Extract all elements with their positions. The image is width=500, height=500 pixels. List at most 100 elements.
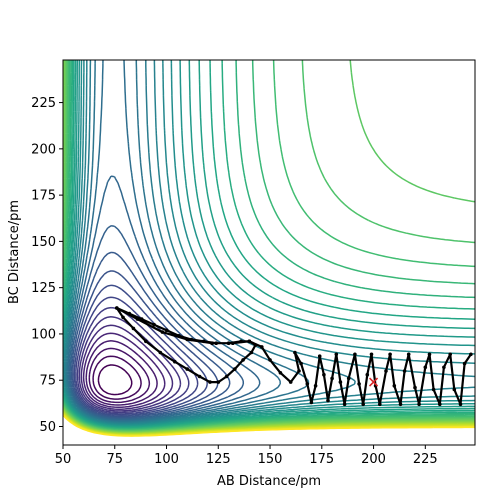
trajectory-point bbox=[158, 350, 163, 355]
trajectory-point bbox=[334, 352, 339, 357]
y-tick-label: 50 bbox=[39, 420, 56, 435]
contour-level-line bbox=[73, 284, 209, 416]
x-tick-label: 100 bbox=[154, 452, 179, 467]
trajectory-point bbox=[388, 352, 392, 357]
contour-lines bbox=[63, 60, 475, 437]
trajectory-point bbox=[361, 402, 366, 407]
trajectory-line bbox=[115, 306, 472, 406]
trajectory-point bbox=[462, 361, 467, 366]
trajectory-point bbox=[127, 311, 132, 316]
y-axis-ticks: 50 75 100 125 150 175 200 225 bbox=[31, 96, 63, 435]
trajectory-point bbox=[177, 334, 181, 338]
trajectory-point bbox=[458, 402, 463, 407]
x-axis-label: AB Distance/pm bbox=[217, 474, 321, 489]
trajectory-point bbox=[241, 358, 245, 362]
x-axis-ticks: 50 75 100 125 150 175 200 225 bbox=[55, 445, 438, 467]
x-tick-label: 175 bbox=[309, 452, 334, 467]
trajectory-point bbox=[392, 384, 397, 388]
contour-level-line bbox=[65, 60, 310, 423]
trajectory-point bbox=[369, 352, 374, 357]
marker-x bbox=[368, 377, 379, 387]
trajectory-point bbox=[224, 374, 229, 379]
contour-level-line bbox=[69, 225, 245, 420]
trajectory-point bbox=[121, 315, 125, 320]
trajectory-point bbox=[452, 387, 457, 392]
trajectory-point bbox=[189, 337, 194, 342]
trajectory-point bbox=[231, 341, 235, 346]
trajectory-point bbox=[438, 402, 442, 407]
trajectory-point bbox=[413, 385, 417, 390]
trajectory-point bbox=[197, 374, 202, 379]
trajectory-point bbox=[342, 402, 347, 407]
trajectory-point bbox=[378, 402, 382, 407]
trajectory-point bbox=[423, 365, 428, 370]
y-tick-label: 75 bbox=[39, 374, 56, 389]
trajectory-point bbox=[442, 365, 446, 370]
trajectory-point bbox=[338, 380, 343, 384]
plot-frame bbox=[62, 59, 476, 446]
trajectory-point bbox=[330, 376, 334, 381]
y-tick-label: 175 bbox=[31, 189, 56, 204]
trajectory-point bbox=[135, 317, 140, 321]
x-tick-label: 150 bbox=[258, 452, 283, 467]
trajectory-point bbox=[208, 380, 212, 384]
x-tick-label: 75 bbox=[106, 452, 123, 467]
y-tick-label: 150 bbox=[31, 235, 56, 250]
trajectory-point bbox=[469, 352, 473, 357]
trajectory-point bbox=[131, 326, 136, 331]
trajectory-point bbox=[214, 341, 218, 346]
contour-level-line bbox=[63, 414, 475, 437]
trajectory-point bbox=[164, 328, 169, 333]
x-tick-label: 200 bbox=[361, 452, 386, 467]
trajectory-point bbox=[313, 384, 318, 388]
trajectory-point bbox=[185, 367, 189, 371]
trajectory-point bbox=[239, 339, 243, 344]
trajectory-point bbox=[346, 376, 351, 381]
contour-level-line bbox=[85, 340, 158, 406]
contour-level-line bbox=[80, 324, 174, 410]
trajectory-layer bbox=[115, 306, 473, 407]
contour-level-line bbox=[78, 316, 182, 412]
trajectory-point bbox=[431, 387, 436, 392]
trajectory-point bbox=[357, 382, 361, 386]
trajectory-point bbox=[305, 382, 310, 386]
trajectory-point bbox=[398, 402, 403, 407]
trajectory-point bbox=[152, 322, 156, 327]
x-tick-label: 50 bbox=[55, 452, 72, 467]
trajectory-point bbox=[353, 352, 357, 357]
trajectory-point bbox=[202, 339, 206, 344]
marker-layer bbox=[368, 377, 379, 387]
trajectory-point bbox=[247, 339, 252, 344]
trajectory-point bbox=[288, 380, 293, 384]
y-tick-label: 100 bbox=[31, 327, 56, 342]
trajectory-point bbox=[317, 354, 322, 359]
trajectory-point bbox=[309, 400, 314, 405]
contour-level-line bbox=[97, 364, 133, 396]
trajectory-point bbox=[402, 369, 407, 373]
contour-level-line bbox=[68, 175, 261, 421]
trajectory-point bbox=[249, 350, 254, 355]
trajectory-point bbox=[297, 369, 301, 373]
contour-level-line bbox=[82, 332, 166, 408]
trajectory-point bbox=[216, 380, 221, 384]
y-tick-label: 125 bbox=[31, 281, 56, 296]
trajectory-point bbox=[115, 306, 119, 310]
trajectory-point bbox=[322, 372, 326, 377]
trajectory-point bbox=[417, 402, 421, 407]
contour-level-line bbox=[92, 355, 142, 400]
trajectory-point bbox=[365, 372, 370, 377]
trajectory-point bbox=[139, 317, 144, 321]
trajectory-point bbox=[384, 369, 388, 373]
x-tick-label: 225 bbox=[413, 452, 438, 467]
x-tick-label: 125 bbox=[206, 452, 231, 467]
trajectory-point bbox=[406, 352, 411, 357]
trajectory-point bbox=[173, 359, 177, 364]
trajectory-point bbox=[185, 337, 189, 342]
trajectory-point bbox=[210, 341, 214, 346]
contour-level-line bbox=[88, 347, 151, 404]
trajectory-point bbox=[253, 343, 258, 347]
trajectory-point bbox=[226, 341, 231, 346]
y-tick-label: 225 bbox=[31, 96, 56, 111]
trajectory-point bbox=[427, 352, 432, 357]
